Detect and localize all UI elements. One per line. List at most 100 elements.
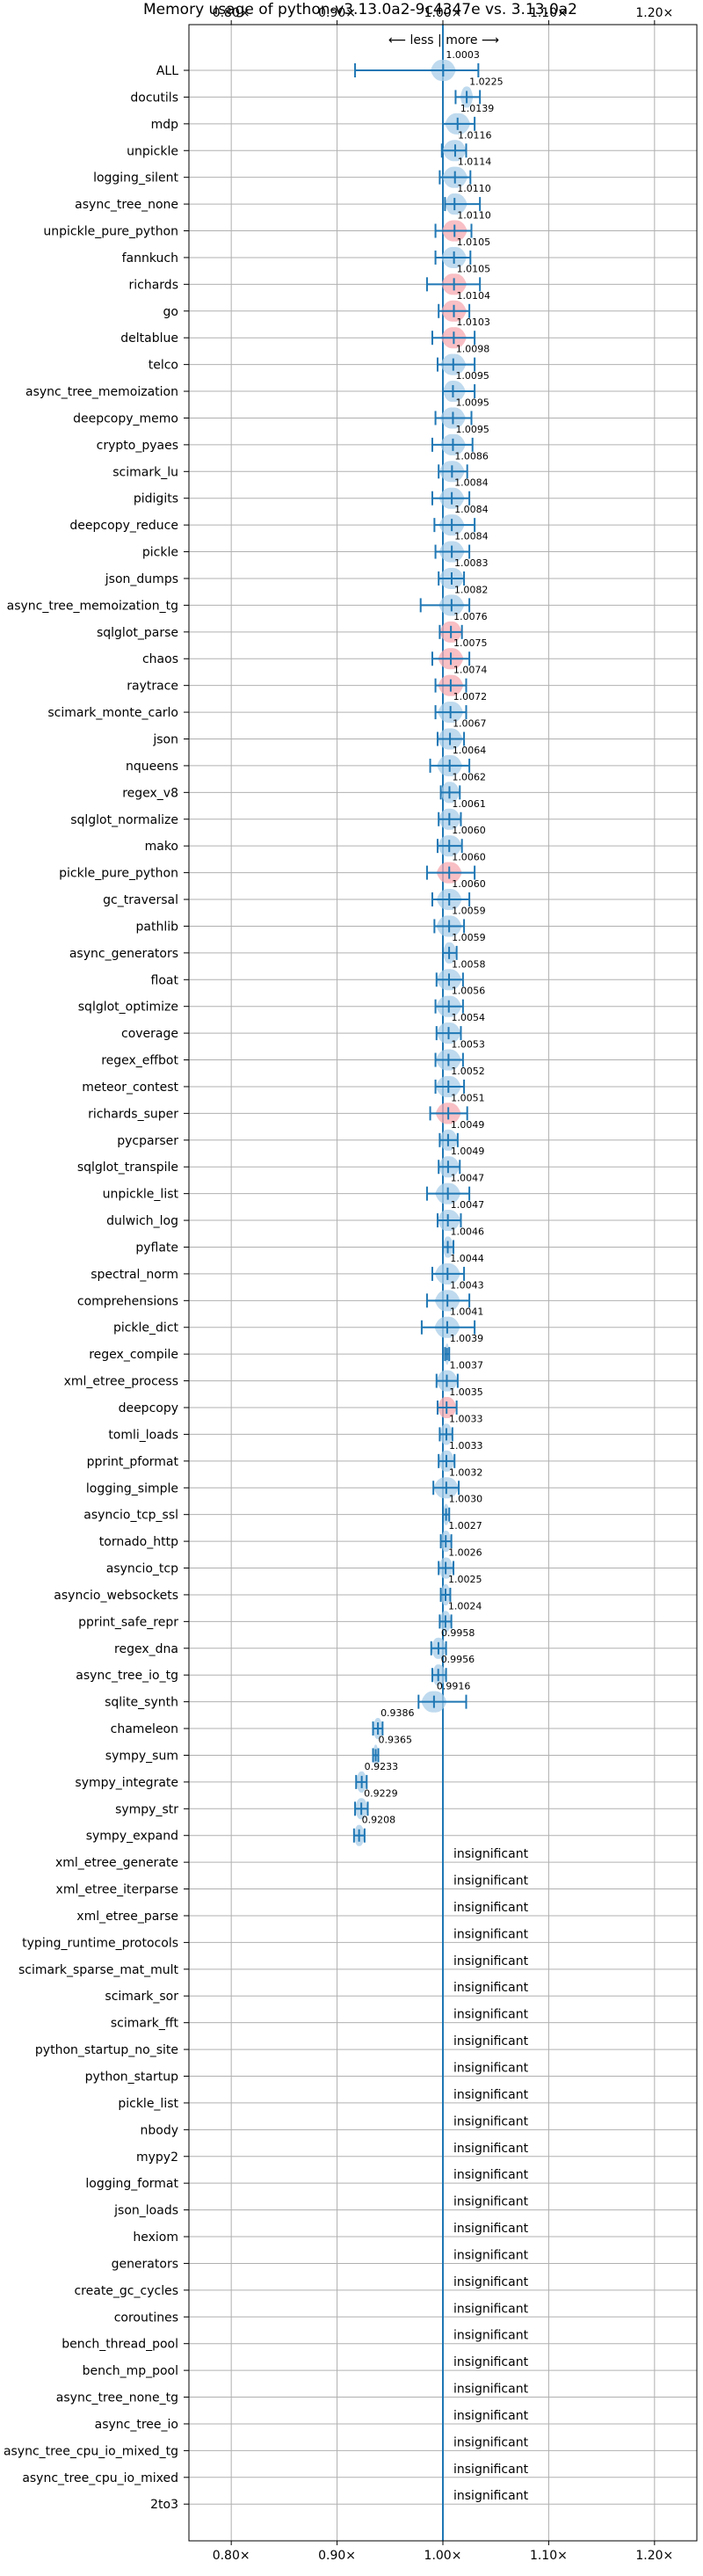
benchmark-row: async_tree_io insignificant xyxy=(95,2409,529,2432)
insignificant-label: insignificant xyxy=(453,2463,529,2477)
benchmark-row: async_tree_io_tg 0.9956 xyxy=(76,1654,475,1686)
benchmark-row: unpickle_list 1.0047 xyxy=(103,1173,485,1204)
value-label: 1.0116 xyxy=(458,129,492,141)
benchmark-row: bench_mp_pool insignificant xyxy=(83,2355,529,2378)
benchmark-row: hexiom insignificant xyxy=(133,2222,528,2245)
benchmark-row: xml_etree_parse insignificant xyxy=(76,1901,528,1924)
benchmark-label: xml_etree_process xyxy=(64,1375,178,1389)
value-label: 1.0033 xyxy=(449,1440,483,1452)
benchmark-row: deltablue 1.0103 xyxy=(120,317,490,349)
benchmark-row: asyncio_tcp_ssl 1.0030 xyxy=(83,1494,482,1525)
value-label: 1.0075 xyxy=(453,637,488,649)
benchmark-label: scimark_monte_carlo xyxy=(47,706,178,720)
benchmark-label: nqueens xyxy=(126,760,178,774)
value-label: 1.0059 xyxy=(452,932,486,943)
benchmark-row: scimark_lu 1.0086 xyxy=(112,450,489,483)
benchmark-row: float 1.0058 xyxy=(151,958,485,991)
benchmark-label: pprint_safe_repr xyxy=(78,1615,178,1629)
value-label: 1.0060 xyxy=(452,852,486,863)
value-label: 1.0024 xyxy=(448,1600,482,1612)
benchmark-row: json_dumps 1.0083 xyxy=(105,557,489,590)
value-label: 1.0037 xyxy=(449,1360,483,1372)
insignificant-label: insignificant xyxy=(453,1901,529,1915)
value-label: 1.0043 xyxy=(450,1279,484,1291)
insignificant-label: insignificant xyxy=(453,2008,529,2022)
benchmark-label: generators xyxy=(112,2257,178,2271)
value-label: 1.0114 xyxy=(458,156,492,168)
benchmark-label: regex_v8 xyxy=(122,786,178,800)
benchmark-label: json_dumps xyxy=(105,572,178,586)
value-label: 1.0095 xyxy=(455,424,489,435)
value-label: 0.9958 xyxy=(441,1627,475,1639)
benchmark-row: pyflate 1.0046 xyxy=(135,1226,484,1258)
benchmark-row: xml_etree_generate insignificant xyxy=(55,1847,529,1870)
value-label: 1.0083 xyxy=(454,557,489,569)
benchmark-row: async_tree_cpu_io_mixed insignificant xyxy=(22,2463,528,2485)
benchmark-label: async_tree_none xyxy=(75,198,178,212)
benchmark-row: richards_super 1.0051 xyxy=(88,1092,485,1124)
benchmark-row: pickle_list insignificant xyxy=(118,2088,528,2111)
benchmark-label: asyncio_tcp_ssl xyxy=(83,1509,178,1523)
benchmark-label: coverage xyxy=(121,1027,178,1041)
insignificant-label: insignificant xyxy=(453,2302,529,2316)
benchmark-label: pycparser xyxy=(117,1134,178,1148)
benchmark-row: crypto_pyaes 1.0095 xyxy=(97,424,489,455)
benchmark-label: sympy_integrate xyxy=(75,1776,178,1790)
benchmark-label: bench_mp_pool xyxy=(83,2364,178,2378)
benchmark-row: pprint_safe_repr 1.0024 xyxy=(78,1600,482,1633)
benchmark-row: regex_compile 1.0039 xyxy=(89,1333,483,1365)
benchmark-row: unpickle_pure_python 1.0110 xyxy=(43,210,491,242)
benchmark-row: spectral_norm 1.0044 xyxy=(91,1253,484,1284)
benchmark-label: python_startup xyxy=(85,2070,178,2085)
benchmark-label: json_loads xyxy=(113,2204,178,2218)
benchmark-label: deltablue xyxy=(120,331,178,346)
insignificant-label: insignificant xyxy=(453,2034,529,2048)
insignificant-label: insignificant xyxy=(453,2435,529,2449)
benchmark-row: pidigits 1.0084 xyxy=(134,477,489,509)
benchmark-row: python_startup_no_site insignificant xyxy=(35,2034,529,2057)
benchmark-row: regex_effbot 1.0053 xyxy=(101,1039,485,1071)
value-label: 1.0105 xyxy=(457,263,491,274)
value-label: 1.0027 xyxy=(448,1520,482,1532)
benchmark-row: pickle 1.0084 xyxy=(142,531,489,563)
value-label: 1.0060 xyxy=(452,878,486,890)
value-label: 1.0053 xyxy=(451,1039,485,1051)
benchmark-row: raytrace 1.0074 xyxy=(127,665,487,696)
benchmark-row: deepcopy_reduce 1.0084 xyxy=(69,504,489,536)
benchmark-row: nbody insignificant xyxy=(141,2114,529,2137)
value-label: 1.0062 xyxy=(452,771,486,782)
value-label: 1.0049 xyxy=(451,1146,485,1157)
value-label: 1.0061 xyxy=(452,798,486,810)
benchmark-label: fannkuch xyxy=(122,251,178,266)
x-tick-label-top: 1.00× xyxy=(424,6,462,20)
x-tick-label-top: 1.20× xyxy=(635,6,673,20)
benchmark-label: sqlglot_transpile xyxy=(77,1161,178,1175)
insignificant-label: insignificant xyxy=(453,2142,529,2156)
benchmark-label: xml_etree_generate xyxy=(55,1856,178,1870)
insignificant-label: insignificant xyxy=(453,2248,529,2262)
benchmark-row: regex_v8 1.0062 xyxy=(122,771,486,804)
value-label: 1.0025 xyxy=(448,1574,482,1585)
benchmark-label: dulwich_log xyxy=(106,1214,178,1228)
value-label: 1.0044 xyxy=(450,1253,484,1264)
benchmark-label: deepcopy_memo xyxy=(73,411,178,426)
benchmark-row: deepcopy_memo 1.0095 xyxy=(73,397,489,429)
benchmark-label: telco xyxy=(149,359,178,373)
benchmark-label: nbody xyxy=(141,2123,179,2137)
insignificant-label: insignificant xyxy=(453,2489,529,2503)
benchmark-label: hexiom xyxy=(133,2230,178,2245)
value-label: 1.0047 xyxy=(451,1173,485,1184)
benchmark-row: sympy_str 0.9229 xyxy=(115,1787,398,1820)
benchmark-label: pathlib xyxy=(136,920,179,934)
value-label: 1.0076 xyxy=(453,611,488,622)
benchmark-label: sqlglot_parse xyxy=(97,626,178,640)
x-tick-label-bottom: 1.00× xyxy=(424,2549,462,2563)
benchmark-row: gc_traversal 1.0060 xyxy=(103,878,486,911)
benchmark-label: async_tree_memoization xyxy=(25,385,178,399)
benchmark-label: meteor_contest xyxy=(82,1081,178,1095)
benchmark-label: pickle_list xyxy=(118,2097,178,2111)
benchmark-label: spectral_norm xyxy=(91,1268,178,1282)
benchmark-row: async_tree_cpu_io_mixed_tg insignificant xyxy=(4,2435,529,2458)
benchmark-label: deepcopy_reduce xyxy=(69,519,178,533)
insignificant-label: insignificant xyxy=(453,2383,529,2397)
